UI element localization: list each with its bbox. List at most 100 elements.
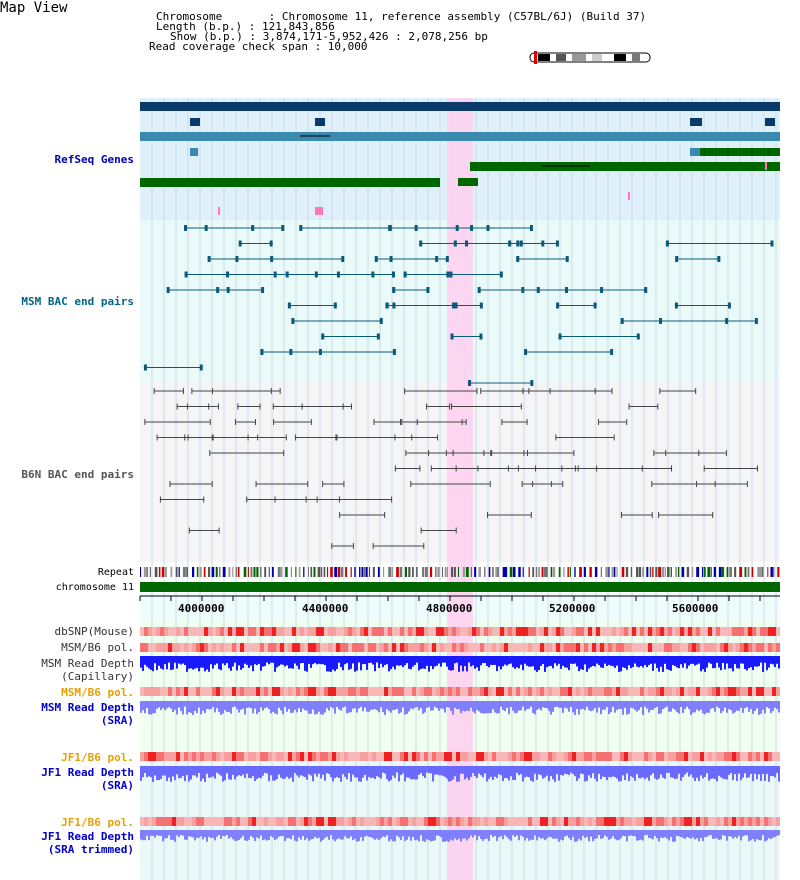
depth-bar — [366, 766, 368, 781]
pol-cell — [452, 643, 456, 652]
pol-cell — [252, 752, 256, 761]
depth-bar — [628, 701, 630, 714]
depth-bar — [774, 766, 776, 778]
track-label-msm-bac[interactable]: MSM BAC end pairs — [21, 295, 134, 308]
depth-bar — [764, 766, 766, 781]
pol-cell — [684, 627, 688, 636]
pol-cell — [336, 817, 340, 826]
pol-cell — [164, 817, 168, 826]
depth-bar — [584, 766, 586, 782]
depth-bar — [432, 830, 434, 841]
depth-bar — [526, 830, 528, 838]
chromosome-ideogram[interactable] — [529, 51, 651, 64]
b6n-bac-end-pairs-track[interactable] — [144, 388, 758, 549]
pol-cell — [160, 643, 164, 652]
pol-cell — [708, 627, 712, 636]
depth-bar — [316, 701, 318, 715]
pol-cell — [748, 643, 752, 652]
repeat-element — [388, 567, 392, 577]
pol-cell — [668, 643, 672, 652]
pol-cell — [212, 687, 216, 696]
pol-cell — [664, 643, 668, 652]
depth-bar — [732, 656, 734, 672]
repeat-element — [497, 567, 499, 577]
bac-end — [371, 271, 375, 278]
pol-cell — [760, 627, 764, 636]
pol-cell — [632, 817, 636, 826]
chromosome-bar — [140, 582, 780, 592]
depth-bar — [542, 766, 544, 779]
depth-bar — [178, 701, 180, 708]
depth-bar — [728, 830, 730, 837]
depth-bar — [168, 701, 170, 708]
depth-bar — [612, 701, 614, 707]
msm-bac-end-pairs-track[interactable] — [143, 225, 774, 386]
bac-end — [499, 271, 503, 278]
repeat-element — [372, 567, 375, 577]
pol-cell — [764, 687, 768, 696]
depth-bar — [298, 766, 300, 778]
depth-bar — [660, 701, 662, 714]
depth-bar — [608, 766, 610, 778]
pol-cell — [752, 627, 756, 636]
depth-bar — [292, 830, 294, 836]
track-label-refseq[interactable]: RefSeq Genes — [54, 153, 134, 166]
bac-end — [479, 302, 483, 309]
repeat-element — [199, 567, 202, 577]
depth-bar — [316, 656, 318, 665]
depth-bar — [154, 656, 156, 664]
pol-cell — [464, 643, 468, 652]
track-label-b6n-bac[interactable]: B6N BAC end pairs — [21, 468, 134, 481]
depth-bar — [482, 830, 484, 841]
repeat-element — [484, 567, 486, 577]
pol-cell — [268, 627, 272, 636]
depth-bar — [316, 766, 318, 777]
depth-bar — [360, 701, 362, 707]
bac-end — [529, 225, 533, 231]
depth-bar — [270, 830, 272, 837]
pol-cell — [500, 627, 504, 636]
bac-end — [392, 302, 396, 309]
pol-cell — [340, 687, 344, 696]
depth-bar — [716, 656, 718, 663]
depth-bar — [654, 701, 656, 709]
pol-cell — [392, 752, 396, 761]
depth-bar — [530, 830, 532, 840]
depth-bar — [192, 830, 194, 838]
pol-cell — [312, 627, 316, 636]
pol-cell — [624, 643, 628, 652]
pol-cell — [312, 687, 316, 696]
depth-bar — [678, 830, 680, 837]
pol-cell — [292, 627, 296, 636]
repeat-element — [279, 567, 283, 577]
pol-cell — [432, 627, 436, 636]
pol-cell — [544, 687, 548, 696]
pol-cell — [156, 627, 160, 636]
repeat-element — [605, 567, 609, 577]
repeat-element — [625, 567, 629, 577]
depth-bar — [710, 830, 712, 836]
pol-cell — [724, 817, 728, 826]
pol-cell — [344, 627, 348, 636]
polymorphism-tracks[interactable] — [140, 627, 780, 842]
pol-cell — [356, 752, 360, 761]
depth-bar — [768, 656, 770, 668]
depth-bar — [750, 830, 752, 841]
depth-bar — [432, 701, 434, 711]
refseq-gene-track[interactable] — [140, 102, 780, 215]
repeat-track[interactable] — [140, 567, 780, 577]
pol-cell — [344, 752, 348, 761]
repeat-element — [664, 567, 666, 577]
depth-bar — [210, 766, 212, 778]
depth-bar — [254, 656, 256, 665]
pol-cell — [188, 817, 192, 826]
depth-bar — [386, 766, 388, 780]
depth-bar — [644, 656, 646, 665]
pol-cell — [160, 817, 164, 826]
depth-bar — [336, 766, 338, 777]
depth-bar — [244, 830, 246, 841]
depth-bar — [476, 766, 478, 779]
bac-end — [516, 256, 520, 262]
depth-bar — [374, 766, 376, 780]
